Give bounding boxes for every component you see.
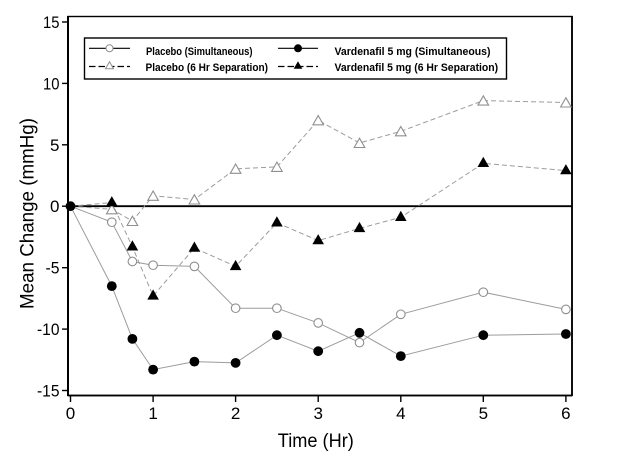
svg-text:-10: -10 (37, 320, 60, 339)
svg-text:-15: -15 (37, 382, 60, 401)
svg-text:4: 4 (396, 404, 405, 423)
svg-text:5: 5 (50, 136, 59, 155)
svg-text:1: 1 (148, 404, 157, 423)
svg-text:0: 0 (50, 197, 59, 216)
svg-text:Placebo (Simultaneous): Placebo (Simultaneous) (146, 46, 253, 58)
svg-text:-5: -5 (46, 259, 60, 278)
svg-text:3: 3 (313, 404, 322, 423)
svg-text:10: 10 (43, 74, 60, 93)
svg-text:0: 0 (66, 404, 75, 423)
svg-text:Time (Hr): Time (Hr) (278, 431, 354, 452)
svg-text:Mean Change (mmHg): Mean Change (mmHg) (18, 118, 39, 309)
svg-text:5: 5 (479, 404, 488, 423)
svg-text:2: 2 (231, 404, 240, 423)
svg-text:15: 15 (43, 13, 60, 32)
svg-text:Vardenafil 5 mg (6 Hr Separati: Vardenafil 5 mg (6 Hr Separation) (335, 62, 499, 74)
svg-text:6: 6 (561, 404, 570, 423)
svg-text:Vardenafil 5 mg (Simultaneous): Vardenafil 5 mg (Simultaneous) (335, 46, 491, 58)
svg-text:Placebo (6 Hr Separation): Placebo (6 Hr Separation) (146, 62, 269, 74)
